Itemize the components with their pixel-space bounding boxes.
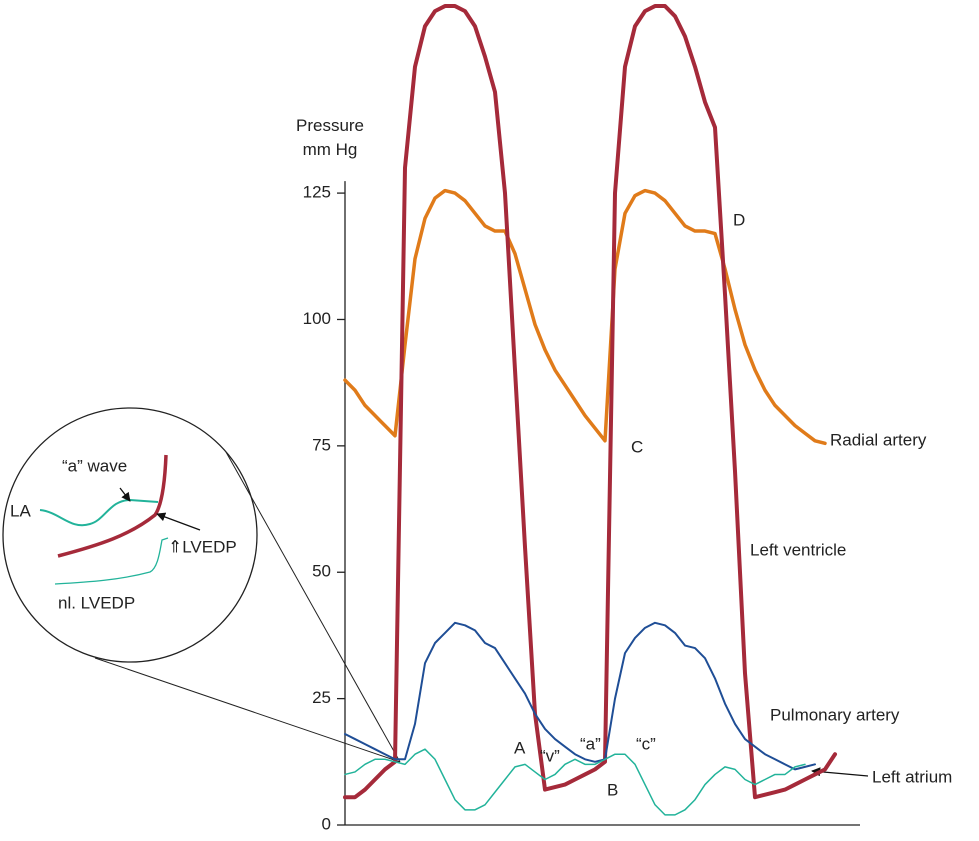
annotation: B (607, 780, 618, 799)
inset-circle (2, 407, 258, 663)
annotation: D (733, 210, 745, 229)
series-line (343, 4, 837, 800)
series-label: Radial artery (830, 430, 927, 449)
y-tick-label: 125 (303, 183, 331, 202)
inset-label: “a” wave (62, 456, 127, 475)
inset-label: LA (10, 501, 31, 520)
y-tick-label: 25 (312, 688, 331, 707)
y-tick-label: 0 (322, 814, 331, 833)
y-axis-label: Pressure mm Hg (295, 116, 365, 159)
inset-la-curve (39, 498, 159, 527)
annotation: C (631, 437, 643, 456)
series-line (344, 748, 806, 816)
series-label: Pulmonary artery (770, 705, 900, 724)
inset-nl-curve (54, 537, 169, 585)
inset-label: nl. LVEDP (58, 593, 135, 612)
series-label: Left ventricle (750, 540, 846, 559)
inset-arrow (119, 487, 131, 502)
inset-lv-curve (57, 454, 168, 558)
y-tick-label: 75 (312, 435, 331, 454)
series-label: Left atrium (872, 767, 952, 786)
inset-label: ⇑LVEDP (168, 537, 237, 556)
annotation: “v” (540, 746, 560, 765)
inset-arrow (156, 512, 201, 531)
y-tick-label: 100 (303, 309, 331, 328)
annotation: “a” (580, 734, 601, 753)
series-line (343, 188, 827, 446)
series-line (344, 621, 816, 771)
annotation: “c” (636, 734, 656, 753)
inset-connector (94, 657, 401, 763)
annotation: A (514, 738, 526, 757)
y-tick-label: 50 (312, 562, 331, 581)
inset-connector (225, 451, 401, 763)
